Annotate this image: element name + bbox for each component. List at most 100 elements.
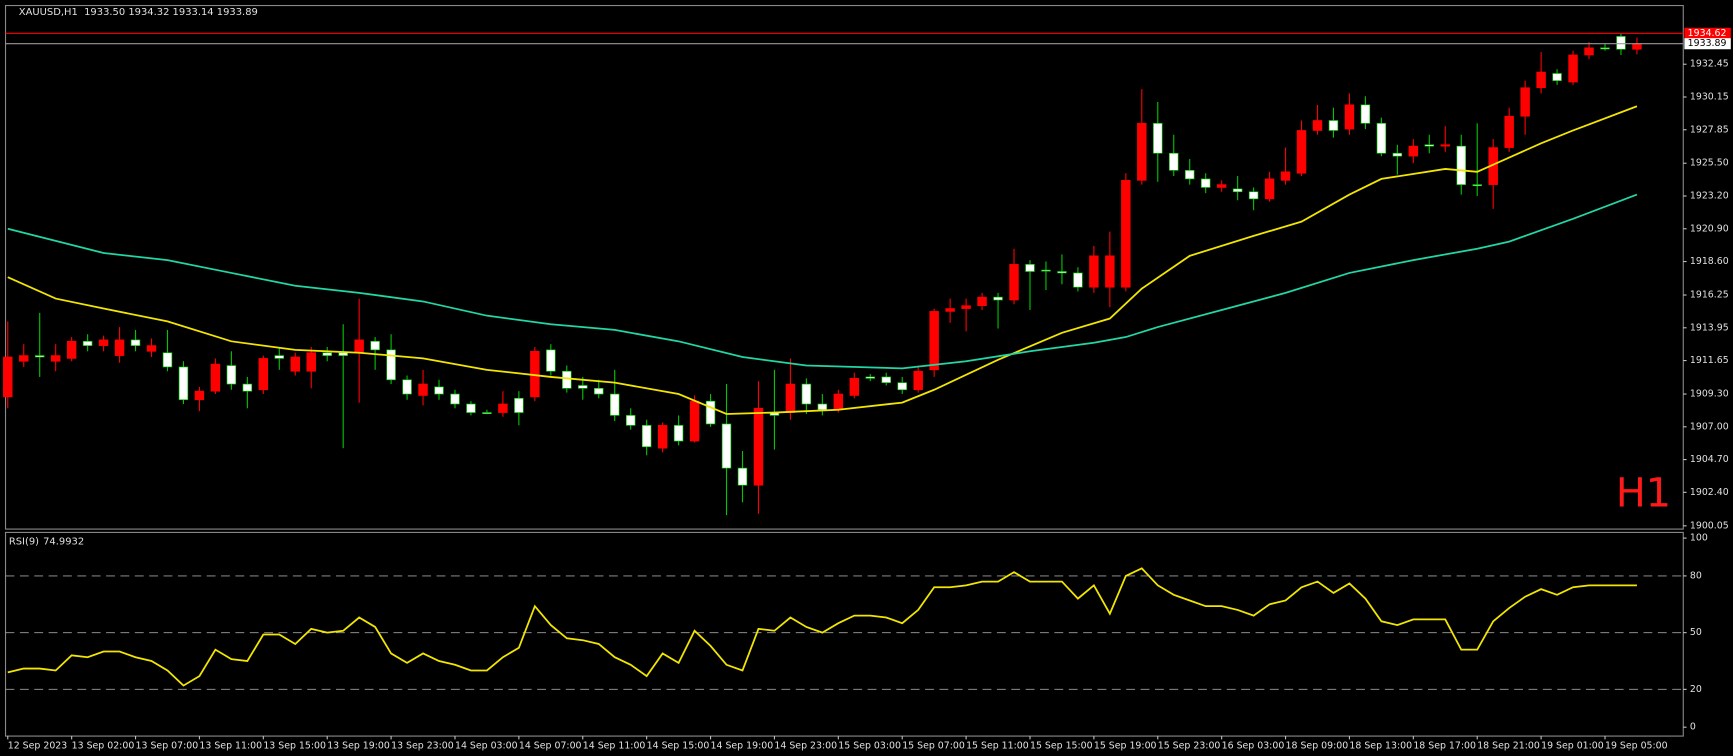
candle-body: [1408, 145, 1419, 157]
x-tick-label: 13 Sep 02:00: [72, 741, 135, 752]
x-tick-label: 14 Sep 03:00: [455, 741, 518, 752]
price-label: 1933.89: [1688, 38, 1727, 49]
candle-body: [338, 352, 348, 356]
candle-body: [162, 352, 173, 368]
indicator-value: 74.9932: [43, 536, 84, 547]
candle-body: [1600, 47, 1610, 50]
candle-body: [1216, 184, 1227, 188]
candle-body: [1121, 180, 1131, 288]
price-label-box: [1684, 38, 1731, 50]
candle-body: [1584, 47, 1594, 56]
x-tick-label: 14 Sep 07:00: [519, 741, 582, 752]
panel-frame: [4, 4, 1684, 530]
candle-body: [546, 349, 556, 372]
candle-body: [82, 340, 93, 346]
x-tick-label: 14 Sep 19:00: [711, 741, 774, 752]
candle-body: [130, 339, 141, 346]
candle-body: [418, 383, 428, 396]
price-label: 1934.62: [1688, 28, 1727, 39]
candle-body: [1456, 145, 1466, 185]
candle-body: [1057, 271, 1067, 274]
candle-body: [1616, 36, 1626, 50]
x-tick-label: 18 Sep 09:00: [1286, 741, 1349, 752]
x-tick-label: 16 Sep 03:00: [1222, 741, 1285, 752]
panel-frame: [4, 531, 1684, 737]
candle-body: [226, 365, 237, 385]
x-tick-label: 13 Sep 11:00: [199, 741, 262, 752]
y-tick-label: 1925.50: [1690, 158, 1729, 169]
x-tick-label: 18 Sep 17:00: [1413, 741, 1476, 752]
x-tick-label: 12 Sep 2023: [8, 741, 67, 752]
price-label-box: [1684, 27, 1731, 39]
candle-body: [961, 305, 971, 309]
candle-body: [1376, 123, 1387, 154]
candle-body: [801, 383, 812, 405]
candle-body: [673, 425, 684, 442]
candle-body: [1025, 264, 1035, 272]
candle-body: [594, 388, 604, 395]
candle-body: [753, 407, 764, 486]
candle-body: [993, 296, 1003, 301]
candle-body: [1232, 188, 1243, 193]
candle-body: [833, 393, 844, 411]
y-tick-label: 100: [1690, 533, 1708, 544]
candle-body: [881, 376, 891, 383]
candle-body: [194, 390, 205, 401]
y-tick-label: 1932.45: [1690, 59, 1729, 70]
candle-body: [290, 356, 300, 372]
candle-body: [657, 425, 668, 449]
y-tick-label: 1909.30: [1690, 389, 1729, 400]
y-tick-label: 1918.60: [1690, 256, 1729, 267]
x-tick-label: 15 Sep 03:00: [838, 741, 901, 752]
candle-body: [34, 355, 45, 358]
candle-body: [737, 467, 748, 486]
candle-body: [1552, 73, 1562, 81]
candle-body: [19, 355, 29, 362]
candle-body: [1248, 191, 1259, 200]
candle-body: [498, 403, 508, 413]
chart-title: XAUUSD,H1 1933.50 1934.32 1933.14 1933.8…: [19, 7, 258, 18]
x-tick-label: 14 Sep 15:00: [647, 741, 710, 752]
y-tick-label: 1907.00: [1690, 421, 1729, 432]
candle-body: [434, 386, 444, 395]
x-tick-label: 13 Sep 19:00: [327, 741, 390, 752]
candle-body: [1424, 144, 1435, 147]
indicator-line: [7, 105, 1638, 415]
candle-body: [178, 366, 189, 401]
x-tick-label: 15 Sep 19:00: [1094, 741, 1157, 752]
candle-body: [1440, 144, 1451, 147]
y-tick-label: 1923.20: [1690, 191, 1729, 202]
candle-body: [721, 423, 732, 469]
candle-body: [1184, 170, 1195, 180]
candle-body: [562, 370, 572, 389]
candle-body: [1344, 104, 1355, 130]
candle-body: [945, 308, 955, 312]
x-tick-label: 13 Sep 15:00: [263, 741, 326, 752]
y-tick-label: 50: [1690, 627, 1702, 638]
candle-body: [1520, 87, 1530, 117]
y-tick-label: 1913.95: [1690, 322, 1729, 333]
candle-body: [210, 363, 221, 392]
candle-body: [689, 400, 700, 442]
candle-body: [865, 376, 875, 379]
y-tick-label: 1916.25: [1690, 290, 1729, 301]
x-tick-label: 19 Sep 05:00: [1605, 741, 1668, 752]
y-tick-label: 1927.85: [1690, 124, 1729, 135]
candle-body: [1041, 269, 1051, 272]
y-tick-label: 1902.40: [1690, 487, 1729, 498]
candle-body: [1009, 264, 1019, 301]
indicator-line: [7, 567, 1637, 687]
candle-body: [1296, 130, 1307, 174]
candle-body: [146, 345, 157, 352]
candle-body: [1105, 255, 1115, 288]
candle-body: [466, 403, 476, 413]
y-tick-label: 1911.65: [1690, 355, 1729, 366]
x-tick-label: 13 Sep 23:00: [391, 741, 454, 752]
candle-body: [1472, 184, 1482, 187]
candle-body: [370, 340, 380, 351]
candle-body: [274, 355, 285, 359]
candle-body: [609, 393, 620, 416]
candle-body: [3, 356, 13, 398]
candle-body: [1312, 120, 1323, 131]
candle-body: [1328, 120, 1339, 131]
